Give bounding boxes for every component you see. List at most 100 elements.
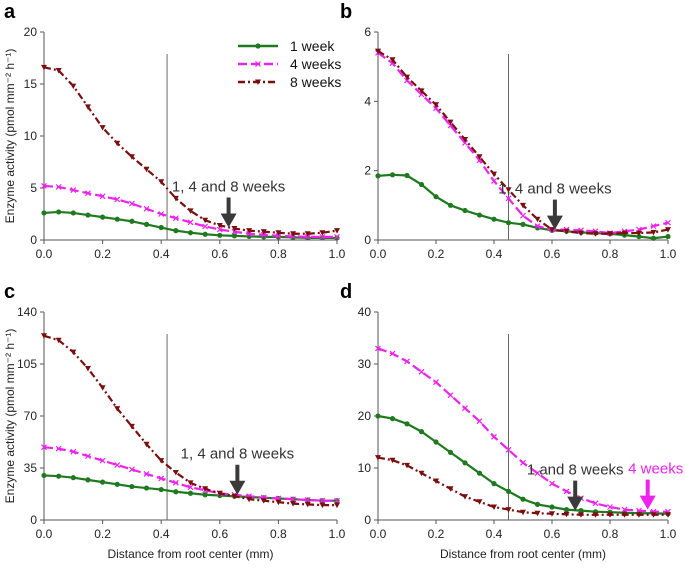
series-w1: [41, 209, 340, 241]
x-tick-label: 0.6: [211, 527, 228, 541]
week4-point: [55, 184, 62, 190]
week4-point: [447, 122, 454, 129]
week8-point: [534, 216, 541, 223]
week8-point: [650, 229, 657, 236]
week4-point: [158, 211, 165, 217]
y-axis-label: Enzyme activity (pmol mm⁻² h⁻¹): [3, 49, 17, 224]
week4-point: [99, 457, 106, 464]
week4-point: [549, 480, 555, 487]
x-tick-label: 0.0: [370, 527, 387, 541]
week8-point: [231, 493, 238, 500]
annotation-text: 1, 4 and 8 weeks: [172, 179, 285, 196]
x-tick-label: 0.0: [36, 527, 53, 541]
series-w4: [41, 444, 340, 504]
week8-point: [650, 512, 657, 518]
week4-point: [334, 497, 340, 504]
x-tick-label: 0.8: [602, 527, 619, 541]
week1-point: [114, 481, 120, 487]
week8-point: [447, 486, 454, 492]
week4-point: [607, 504, 613, 510]
week4-point: [433, 379, 439, 386]
week8-point: [404, 462, 410, 469]
panel-c: 0 35 70 105 140 0.0 0.2 0.4 0.6 0.8 1.0 c Enzyme act…: [3, 281, 346, 561]
week1-point: [173, 489, 179, 495]
week4-point: [99, 193, 106, 200]
week8-point: [260, 229, 267, 235]
week8-point: [70, 83, 77, 90]
week8-point: [665, 512, 671, 518]
series-w8: [375, 48, 671, 237]
week4-point: [491, 178, 497, 184]
week4-point: [319, 497, 326, 504]
week8-point: [114, 406, 121, 412]
week4-point: [114, 462, 121, 468]
x-tick-label: 0.2: [428, 247, 445, 261]
week4-point: [187, 219, 194, 226]
week8-point: [491, 171, 497, 178]
panel-a: 0 5 10 15 20 0.0 0.2 0.4 0.6 0.8 1.0 a Enzyme activi…: [3, 1, 346, 261]
week1-point: [143, 221, 150, 227]
y-axis-label: Enzyme activity (pmol mm⁻² h⁻¹): [3, 329, 17, 504]
week1-point: [563, 507, 570, 513]
week8-point: [84, 365, 91, 372]
week8-point: [334, 228, 340, 234]
x-tick-label: 0.4: [153, 527, 170, 541]
week8-point: [128, 423, 135, 430]
legend-entry-w1: 1 week: [238, 38, 335, 54]
week8-point: [246, 228, 253, 234]
week4-point: [85, 453, 91, 460]
annotation-arrow: [229, 464, 246, 495]
x-axis-label: Distance from root center (mm): [440, 547, 606, 561]
week1-point: [418, 429, 425, 435]
week8-point: [607, 231, 613, 237]
week8-point: [549, 511, 555, 517]
week1-point: [202, 231, 208, 237]
week1-point: [255, 43, 261, 49]
y-tick-label: 20: [358, 409, 372, 423]
annotation-arrow: [546, 199, 563, 230]
week8-point: [520, 509, 526, 516]
week8-point: [375, 48, 381, 55]
week8-point: [505, 187, 512, 193]
y-tick-label: 2: [364, 164, 371, 178]
week8-point: [216, 490, 223, 497]
week4-point: [260, 231, 267, 238]
x-tick-label: 0.8: [602, 247, 619, 261]
week1-point: [433, 194, 439, 200]
panel-b: 0 2 4 6 0.0 0.2 0.4 0.6 0.8 1.0 b 1, 4 and 8 weeks: [340, 1, 677, 261]
x-tick-label: 1.0: [329, 527, 346, 541]
week8-point: [143, 166, 150, 173]
series-w4: [41, 182, 340, 240]
y-tick-label: 0: [30, 233, 37, 247]
x-tick-label: 0.8: [270, 247, 287, 261]
week4-point: [462, 405, 468, 412]
week4-point: [202, 223, 209, 230]
panel-d: 0 10 20 30 40 0.0 0.2 0.4 0.6 0.8 1.0 d Distance fro…: [340, 281, 683, 561]
week4-point: [187, 484, 194, 491]
week1-point: [41, 210, 47, 216]
week8-point: [290, 231, 297, 237]
week1-point: [404, 421, 410, 427]
week1-point: [491, 481, 497, 487]
legend-label: 1 week: [290, 38, 335, 54]
week8-point: [275, 499, 282, 506]
y-tick-label: 20: [24, 25, 38, 39]
week4-point: [304, 497, 311, 503]
legend-label: 8 weeks: [290, 74, 341, 90]
week1-point: [549, 504, 555, 510]
week8-point: [231, 226, 238, 232]
week4-point: [462, 140, 468, 146]
week1-point: [665, 233, 671, 240]
week8-point: [99, 125, 106, 131]
y-tick-label: 70: [24, 409, 38, 423]
annotation-text: 1 and 8 weeks: [527, 462, 624, 479]
week8-point: [607, 512, 613, 518]
week8-point: [275, 230, 282, 236]
y-tick-label: 0: [364, 513, 371, 527]
week8-point: [418, 470, 425, 477]
week1-point: [202, 492, 208, 498]
week8-point: [304, 231, 311, 237]
week8-point: [665, 227, 671, 233]
week8-point: [636, 512, 642, 518]
week4-point: [621, 506, 628, 513]
